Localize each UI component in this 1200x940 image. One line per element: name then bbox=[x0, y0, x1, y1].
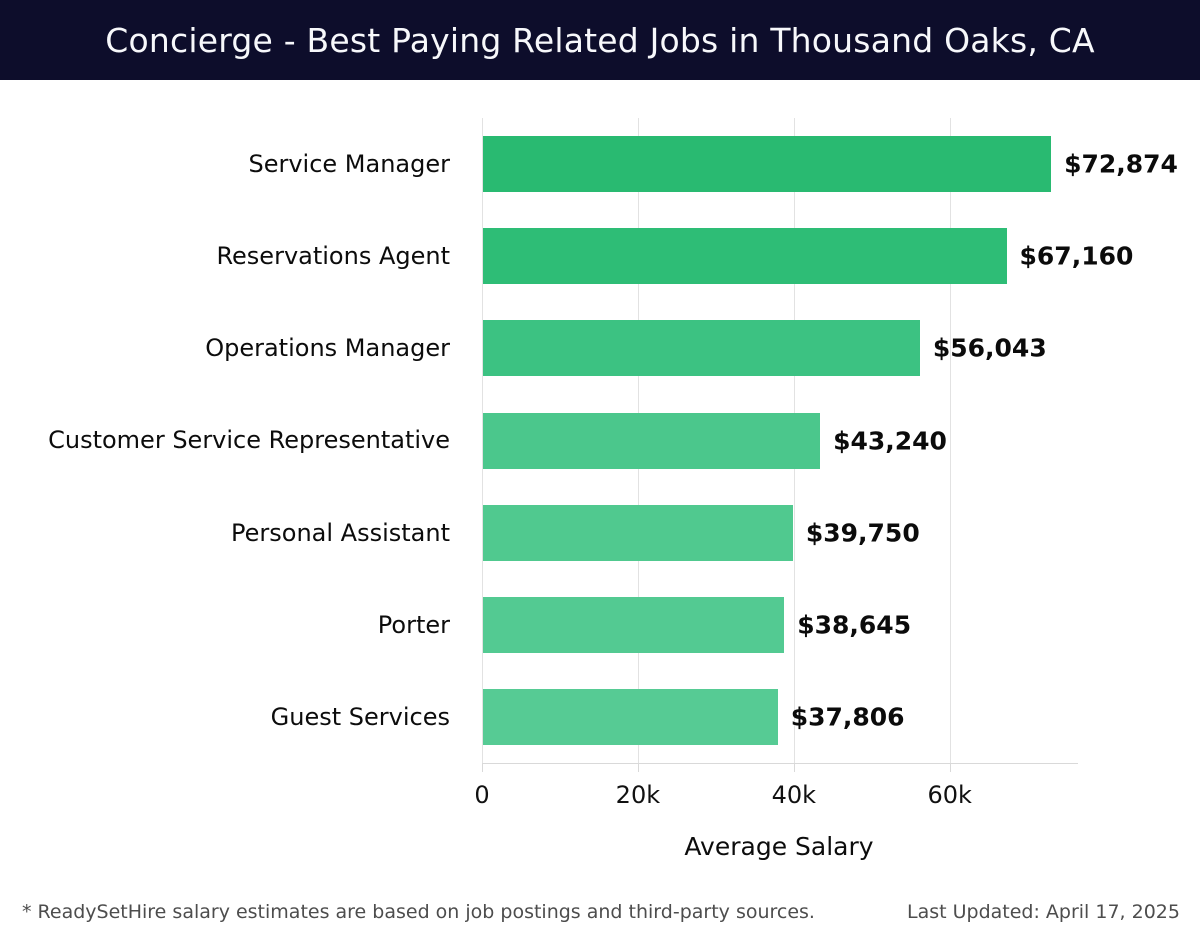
plot-area: $72,874 $67,160 $56,043 $43,240 $39,750 $38,6… bbox=[482, 118, 1178, 763]
bar-porter bbox=[483, 596, 785, 653]
bar-row: $39,750 bbox=[482, 504, 1076, 561]
bar-row: $67,160 bbox=[482, 228, 1133, 285]
x-tick-label: 0 bbox=[474, 781, 490, 809]
bar-row: $43,240 bbox=[482, 412, 1076, 469]
category-label: Reservations Agent bbox=[216, 242, 450, 271]
bar-value-label: $39,750 bbox=[805, 518, 920, 548]
category-label: Service Manager bbox=[248, 150, 450, 179]
bar-customer-service-representative bbox=[483, 412, 821, 469]
gridline-0 bbox=[482, 118, 483, 763]
x-tick-mark bbox=[637, 763, 639, 772]
bar-operations-manager bbox=[483, 320, 920, 377]
bar-row: $72,874 bbox=[482, 136, 1178, 193]
x-tick-mark bbox=[793, 763, 795, 772]
category-label: Personal Assistant bbox=[231, 518, 450, 547]
bar-value-label: $43,240 bbox=[833, 426, 947, 455]
footnote: * ReadySetHire salary estimates are base… bbox=[22, 901, 815, 923]
page-title: Concierge - Best Paying Related Jobs in … bbox=[105, 20, 1095, 60]
bar-value-label: $67,160 bbox=[1019, 241, 1134, 271]
header-bar: Concierge - Best Paying Related Jobs in … bbox=[0, 0, 1200, 80]
bar-value-label: $72,874 bbox=[1064, 149, 1178, 179]
category-label: Operations Manager bbox=[205, 334, 450, 363]
bar-service-manager bbox=[483, 136, 1052, 193]
category-label: Guest Services bbox=[270, 702, 450, 731]
bar-row: $38,645 bbox=[482, 596, 1076, 653]
x-tick-mark bbox=[949, 763, 951, 772]
x-axis-line bbox=[482, 763, 1078, 764]
last-updated: Last Updated: April 17, 2025 bbox=[906, 901, 1180, 923]
category-label: Customer Service Representative bbox=[48, 426, 450, 455]
category-label: Porter bbox=[377, 610, 450, 639]
x-tick-mark bbox=[482, 763, 483, 772]
bar-value-label: $38,645 bbox=[797, 610, 912, 640]
bar-row: $37,806 bbox=[482, 688, 1076, 745]
bar-row: $56,043 bbox=[482, 320, 1076, 377]
x-tick-label: 60k bbox=[927, 781, 972, 809]
gridline-60k bbox=[949, 118, 951, 763]
x-tick-label: 40k bbox=[771, 781, 817, 809]
x-tick-label: 20k bbox=[615, 781, 661, 809]
bar-reservations-agent bbox=[483, 228, 1007, 285]
category-axis: Service Manager Reservations Agent Operati… bbox=[0, 118, 466, 763]
bar-value-label: $37,806 bbox=[790, 702, 905, 732]
bar-personal-assistant bbox=[483, 504, 793, 561]
x-axis-label: Average Salary bbox=[684, 832, 874, 861]
bar-value-label: $56,043 bbox=[932, 333, 1047, 363]
bar-guest-services bbox=[483, 688, 778, 745]
